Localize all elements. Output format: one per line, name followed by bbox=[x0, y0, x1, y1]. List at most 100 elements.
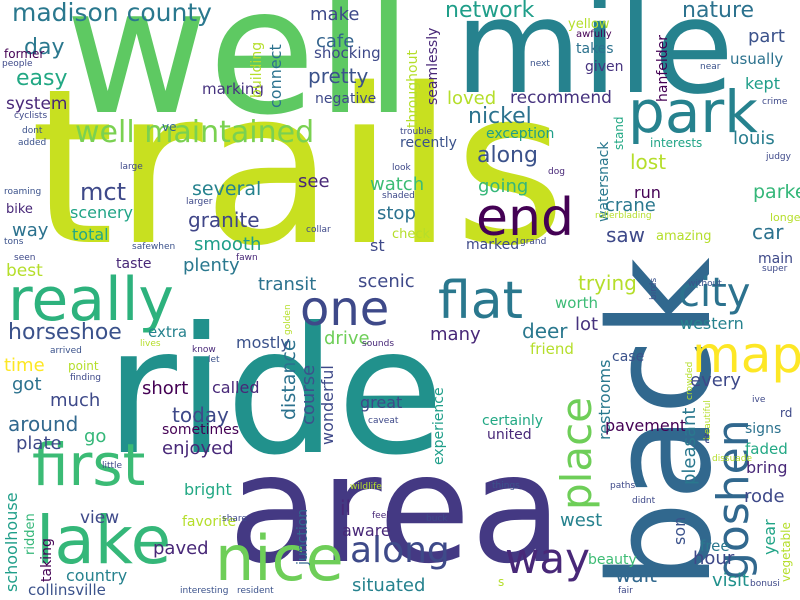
cloud-word: year bbox=[760, 519, 779, 555]
cloud-word: place bbox=[552, 397, 601, 510]
cloud-word: lot bbox=[575, 314, 599, 335]
cloud-word: crime bbox=[762, 97, 788, 107]
cloud-word: aware bbox=[342, 521, 391, 540]
cloud-word: nature bbox=[682, 0, 755, 23]
cloud-word: trouble bbox=[400, 127, 432, 137]
cloud-word: part bbox=[748, 26, 785, 47]
cloud-word: safewhen bbox=[132, 242, 176, 252]
cloud-word: hour bbox=[693, 548, 735, 569]
cloud-word: going bbox=[478, 176, 529, 197]
cloud-word: trying bbox=[578, 271, 637, 295]
cloud-word: view bbox=[80, 508, 120, 528]
cloud-word: city bbox=[678, 270, 751, 316]
cloud-word: taste bbox=[116, 256, 152, 272]
cloud-word: golden bbox=[283, 304, 293, 335]
cloud-word: free bbox=[700, 537, 730, 555]
cloud-word: arrived bbox=[50, 346, 82, 356]
cloud-word: nice bbox=[215, 522, 344, 595]
cloud-word: united bbox=[487, 427, 532, 443]
cloud-word: let bbox=[208, 355, 220, 365]
cloud-word: first bbox=[32, 431, 146, 499]
cloud-word: several bbox=[192, 178, 262, 200]
cloud-word: lost bbox=[630, 150, 667, 174]
cloud-word: today bbox=[172, 403, 229, 427]
cloud-word: sounds bbox=[362, 339, 395, 349]
cloud-word: added bbox=[18, 138, 47, 148]
cloud-word: super bbox=[762, 264, 788, 274]
cloud-word: hanfelder bbox=[655, 34, 671, 102]
cloud-word: connect bbox=[266, 44, 285, 108]
cloud-word: interesting bbox=[180, 586, 229, 596]
cloud-word: vegetable bbox=[779, 522, 793, 582]
cloud-word: called bbox=[212, 378, 260, 397]
cloud-word: feel bbox=[372, 511, 389, 521]
cloud-word: usually bbox=[730, 50, 784, 68]
cloud-word: west bbox=[560, 510, 603, 531]
cloud-word: experience bbox=[431, 387, 447, 465]
cloud-word: around bbox=[8, 412, 79, 436]
cloud-word: st bbox=[370, 236, 385, 255]
cloud-word: sometimes bbox=[162, 422, 240, 438]
cloud-word: dont bbox=[22, 126, 43, 136]
cloud-word: much bbox=[50, 390, 101, 411]
cloud-word: paths bbox=[610, 481, 636, 491]
cloud-word: large bbox=[120, 162, 143, 172]
cloud-word: main bbox=[758, 251, 793, 267]
cloud-word: rode bbox=[744, 486, 785, 507]
cloud-word: didnt bbox=[632, 496, 656, 506]
cloud-word: marked bbox=[466, 237, 520, 253]
cloud-word: little bbox=[102, 461, 123, 471]
cloud-word: mile bbox=[455, 0, 734, 123]
cloud-word: awfully bbox=[576, 29, 612, 40]
cloud-word: junction bbox=[295, 508, 311, 565]
cloud-word: got bbox=[12, 374, 42, 395]
cloud-word: pleasant bbox=[679, 407, 700, 485]
cloud-word: signs bbox=[745, 421, 782, 437]
cloud-word: near bbox=[700, 62, 721, 72]
cloud-word: horseshoe bbox=[8, 320, 122, 345]
cloud-word: look bbox=[392, 163, 411, 173]
cloud-word: yellow bbox=[568, 17, 610, 32]
cloud-word: louis bbox=[733, 128, 775, 149]
cloud-word: rd bbox=[780, 406, 793, 420]
cloud-word: well maintained bbox=[75, 115, 315, 150]
cloud-word: birds bbox=[649, 277, 659, 300]
cloud-word: rollerblading bbox=[595, 211, 652, 221]
cloud-word: recommend bbox=[510, 88, 612, 108]
cloud-word: dog bbox=[548, 167, 565, 177]
cloud-word: plenty bbox=[183, 255, 240, 276]
cloud-word: amazing bbox=[656, 229, 712, 244]
cloud-word: schoolhouse bbox=[2, 492, 21, 592]
cloud-word: things bbox=[492, 481, 520, 491]
cloud-word: takes bbox=[576, 41, 614, 57]
cloud-word: mct bbox=[80, 178, 126, 206]
cloud-word: know bbox=[192, 345, 216, 355]
cloud-word: mostly bbox=[236, 333, 290, 352]
cloud-word: wait bbox=[615, 563, 658, 587]
cloud-word: nickel bbox=[468, 104, 532, 129]
cloud-word: exception bbox=[486, 126, 555, 142]
cloud-word: make bbox=[310, 4, 360, 25]
cloud-word: bring bbox=[746, 458, 788, 477]
cloud-word: dissuade bbox=[712, 454, 753, 464]
cloud-word: caveat bbox=[368, 416, 399, 426]
cloud-word: one bbox=[300, 281, 390, 337]
cloud-word: crowded bbox=[685, 361, 695, 400]
cloud-word: really bbox=[8, 265, 174, 335]
cloud-word: ride bbox=[105, 291, 445, 494]
cloud-word: pretty bbox=[308, 64, 369, 88]
cloud-word: collinsville bbox=[28, 581, 106, 599]
cloud-word: lake bbox=[36, 502, 172, 579]
cloud-word: visit bbox=[712, 570, 750, 591]
cloud-word: stop bbox=[377, 203, 416, 224]
cloud-word: short bbox=[142, 378, 189, 399]
cloud-word: s bbox=[498, 575, 505, 589]
cloud-word: share bbox=[222, 514, 247, 524]
cloud-word: ridden bbox=[23, 513, 38, 555]
cloud-word: trails bbox=[30, 42, 566, 293]
cloud-word: easy bbox=[16, 66, 68, 91]
cloud-word: best bbox=[6, 261, 43, 281]
cloud-word: friend bbox=[530, 340, 574, 358]
cloud-word: way bbox=[12, 220, 49, 241]
